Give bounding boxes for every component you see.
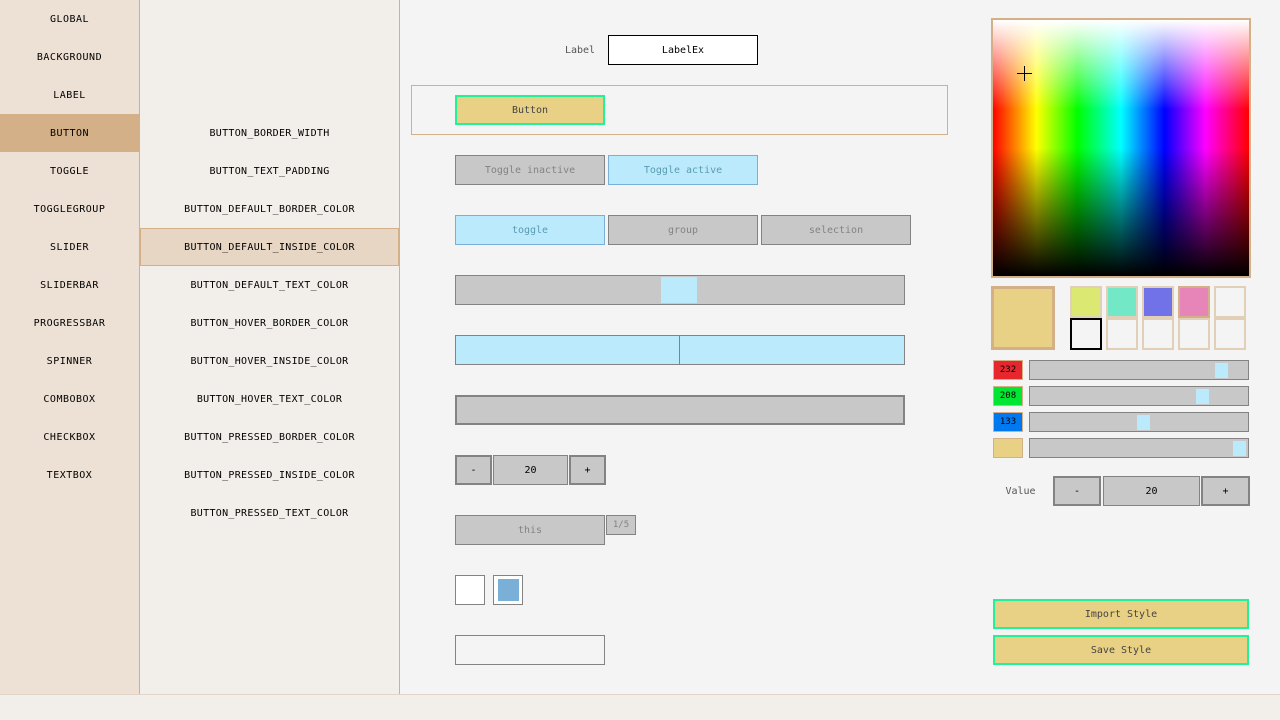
category-item-label[interactable]: LABEL bbox=[53, 89, 86, 101]
blue-slider-thumb[interactable] bbox=[1136, 415, 1150, 430]
color-swatch[interactable] bbox=[1178, 286, 1210, 318]
preview-button[interactable]: Button bbox=[455, 95, 605, 125]
property-list: BUTTON_BORDER_WIDTH BUTTON_TEXT_PADDING BU… bbox=[140, 0, 400, 695]
sliderbar[interactable] bbox=[455, 335, 905, 365]
red-value[interactable]: 232 bbox=[993, 360, 1023, 380]
property-item[interactable]: BUTTON_HOVER_BORDER_COLOR bbox=[190, 317, 349, 329]
property-item[interactable]: BUTTON_DEFAULT_BORDER_COLOR bbox=[184, 203, 355, 215]
combobox[interactable]: this bbox=[455, 515, 605, 545]
progressbar bbox=[455, 395, 905, 425]
toggle-group-item[interactable]: group bbox=[608, 215, 758, 245]
category-list: GLOBAL BACKGROUND LABEL BUTTON TOGGLE TOGGLEG… bbox=[0, 0, 140, 695]
blue-slider[interactable] bbox=[1029, 412, 1249, 432]
alpha-slider-thumb[interactable] bbox=[1233, 441, 1246, 456]
color-swatch[interactable] bbox=[1178, 318, 1210, 350]
alpha-color-preview bbox=[993, 438, 1023, 458]
category-item-sliderbar[interactable]: SLIDERBAR bbox=[40, 279, 99, 291]
category-item-background[interactable]: BACKGROUND bbox=[36, 51, 103, 63]
color-swatch[interactable] bbox=[1070, 318, 1102, 350]
label-ex: LabelEx bbox=[608, 35, 758, 65]
current-color-preview bbox=[991, 286, 1055, 350]
red-slider-thumb[interactable] bbox=[1214, 363, 1228, 378]
import-style-button[interactable]: Import Style bbox=[993, 599, 1249, 629]
combobox-counter[interactable]: 1/5 bbox=[606, 515, 636, 535]
category-item-spinner[interactable]: SPINNER bbox=[46, 355, 93, 367]
status-bar bbox=[0, 694, 1280, 720]
value-label: Value bbox=[1005, 485, 1036, 497]
spinner-plus-button[interactable]: + bbox=[569, 455, 606, 485]
textbox[interactable] bbox=[455, 635, 605, 665]
green-value[interactable]: 208 bbox=[993, 386, 1023, 406]
spinner-minus-button[interactable]: - bbox=[455, 455, 492, 485]
toggle-group-item[interactable]: toggle bbox=[455, 215, 605, 245]
color-swatch[interactable] bbox=[1106, 318, 1138, 350]
value-plus-button[interactable]: + bbox=[1201, 476, 1250, 506]
checkbox-unchecked[interactable] bbox=[455, 575, 485, 605]
color-swatch[interactable] bbox=[1214, 318, 1246, 350]
save-style-button[interactable]: Save Style bbox=[993, 635, 1249, 665]
check-mark-icon bbox=[497, 579, 519, 601]
property-item[interactable]: BUTTON_HOVER_INSIDE_COLOR bbox=[190, 355, 349, 367]
property-item[interactable]: BUTTON_TEXT_PADDING bbox=[209, 165, 330, 177]
category-item-togglegroup[interactable]: TOGGLEGROUP bbox=[33, 203, 106, 215]
value-minus-button[interactable]: - bbox=[1053, 476, 1101, 506]
red-slider[interactable] bbox=[1029, 360, 1249, 380]
property-item[interactable]: BUTTON_PRESSED_TEXT_COLOR bbox=[190, 507, 349, 519]
green-slider-thumb[interactable] bbox=[1195, 389, 1209, 404]
color-swatch[interactable] bbox=[1106, 286, 1138, 318]
color-picker[interactable] bbox=[991, 18, 1251, 278]
label: Label bbox=[564, 44, 596, 56]
category-item-toggle[interactable]: TOGGLE bbox=[49, 165, 90, 177]
property-item[interactable]: BUTTON_PRESSED_BORDER_COLOR bbox=[184, 431, 355, 443]
slider[interactable] bbox=[455, 275, 905, 305]
toggle-inactive[interactable]: Toggle inactive bbox=[455, 155, 605, 185]
category-item-global[interactable]: GLOBAL bbox=[49, 13, 90, 25]
toggle-active[interactable]: Toggle active bbox=[608, 155, 758, 185]
color-swatch[interactable] bbox=[1070, 286, 1102, 318]
category-item-progressbar[interactable]: PROGRESSBAR bbox=[33, 317, 106, 329]
category-item-button[interactable]: BUTTON bbox=[0, 114, 139, 152]
category-item-combobox[interactable]: COMBOBOX bbox=[43, 393, 96, 405]
property-item[interactable]: BUTTON_DEFAULT_INSIDE_COLOR bbox=[140, 228, 399, 266]
property-item[interactable]: BUTTON_PRESSED_INSIDE_COLOR bbox=[184, 469, 355, 481]
slider-thumb[interactable] bbox=[661, 277, 697, 303]
category-item-slider[interactable]: SLIDER bbox=[49, 241, 90, 253]
spinner-value[interactable]: 20 bbox=[493, 455, 568, 485]
selected-control-highlight bbox=[411, 85, 948, 135]
blue-value[interactable]: 133 bbox=[993, 412, 1023, 432]
alpha-slider[interactable] bbox=[1029, 438, 1249, 458]
property-item[interactable]: BUTTON_BORDER_WIDTH bbox=[209, 127, 330, 139]
category-item-textbox[interactable]: TEXTBOX bbox=[46, 469, 93, 481]
color-swatch[interactable] bbox=[1142, 286, 1174, 318]
toggle-group-item[interactable]: selection bbox=[761, 215, 911, 245]
category-item-checkbox[interactable]: CHECKBOX bbox=[43, 431, 96, 443]
value-field[interactable]: 20 bbox=[1103, 476, 1200, 506]
checkbox-checked[interactable] bbox=[493, 575, 523, 605]
preview-panel: Label LabelEx Button Toggle inactive Tog… bbox=[400, 0, 960, 695]
property-item[interactable]: BUTTON_DEFAULT_TEXT_COLOR bbox=[190, 279, 349, 291]
color-swatch[interactable] bbox=[1214, 286, 1246, 318]
color-swatch[interactable] bbox=[1142, 318, 1174, 350]
sliderbar-fill bbox=[456, 336, 680, 364]
property-item[interactable]: BUTTON_HOVER_TEXT_COLOR bbox=[196, 393, 343, 405]
green-slider[interactable] bbox=[1029, 386, 1249, 406]
